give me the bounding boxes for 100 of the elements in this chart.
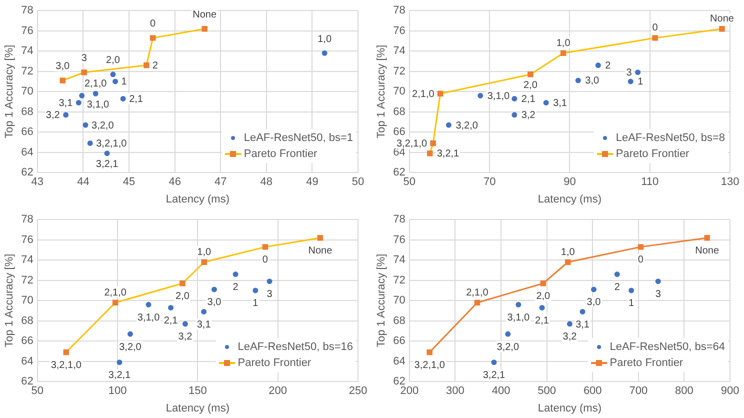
point xyxy=(202,26,208,32)
point xyxy=(512,96,518,102)
annotation: 1,0 xyxy=(556,38,571,49)
annotation: 3,1,0 xyxy=(487,90,510,102)
annotation: 3 xyxy=(626,68,632,79)
annotation: None xyxy=(192,10,217,21)
annotation: 2,1 xyxy=(129,94,144,105)
y-tick-label: 78 xyxy=(21,4,34,17)
y-tick-label: 66 xyxy=(21,335,34,348)
point xyxy=(474,300,480,306)
y-tick-label: 76 xyxy=(21,234,34,246)
legend-label: LeAF-ResNet50, bs=1 xyxy=(244,130,353,146)
point xyxy=(719,26,725,32)
x-tick-label: 45 xyxy=(122,176,136,188)
annotation: 0 xyxy=(638,254,644,266)
point xyxy=(426,349,432,356)
point xyxy=(112,78,118,84)
point xyxy=(565,259,571,265)
point xyxy=(201,259,207,265)
point xyxy=(144,62,150,68)
annotation: 3,1 xyxy=(576,319,590,330)
x-tick-label: 300 xyxy=(446,385,464,398)
annotation: 3,1 xyxy=(553,98,568,109)
point xyxy=(232,272,238,278)
point xyxy=(595,62,601,68)
y-tick-label: 74 xyxy=(21,254,34,266)
y-tick-label: 70 xyxy=(393,294,406,307)
point xyxy=(512,112,518,118)
x-tick-label: 200 xyxy=(400,385,419,398)
point xyxy=(76,100,82,106)
annotation: 3,2,0 xyxy=(92,120,114,132)
y-tick-label: 62 xyxy=(393,166,406,179)
legend-label: LeAF-ResNet50, bs=16 xyxy=(238,340,353,355)
x-tick-label: 70 xyxy=(483,176,496,188)
x-axis-title: Latency (ms) xyxy=(538,193,602,206)
annotation: 3,1,0 xyxy=(137,312,160,324)
annotation: 1 xyxy=(628,298,635,310)
point xyxy=(591,286,597,292)
annotation: 3,1 xyxy=(196,319,212,330)
annotation: 3,0 xyxy=(585,76,600,87)
annotation: 3 xyxy=(266,289,273,300)
x-tick-label: 130 xyxy=(720,176,740,188)
point xyxy=(116,360,122,366)
y-axis-title: Top 1 Accuracy [%] xyxy=(4,254,16,348)
x-tick-label: 50 xyxy=(403,176,416,188)
y-tick-label: 70 xyxy=(21,86,34,98)
annotation: None xyxy=(710,14,734,25)
y-axis-title: Top 1 Accuracy [%] xyxy=(4,44,16,138)
point xyxy=(635,70,641,76)
x-tick-label: 250 xyxy=(348,385,368,398)
point xyxy=(182,321,188,327)
annotation: 2,0 xyxy=(106,55,120,66)
annotation: 2,1,0 xyxy=(412,88,435,100)
legend-label: Pareto Frontier xyxy=(238,356,312,371)
annotation: 3,2 xyxy=(562,332,578,343)
point xyxy=(540,280,546,286)
annotation: 3,2,1 xyxy=(482,370,506,382)
annotation: 2 xyxy=(152,60,158,72)
point xyxy=(211,286,217,292)
annotation: 3,2,1,0 xyxy=(414,360,446,371)
annotation: 2,0 xyxy=(176,291,190,302)
point xyxy=(63,349,69,356)
point xyxy=(543,100,549,106)
annotation: 2 xyxy=(232,282,239,294)
point xyxy=(87,140,93,146)
annotation: 1,0 xyxy=(197,246,212,258)
annotation: 2,1,0 xyxy=(104,287,127,298)
annotation: 3,0 xyxy=(586,297,602,308)
y-tick-label: 64 xyxy=(21,146,34,158)
point xyxy=(539,304,545,310)
x-tick-label: 50 xyxy=(352,176,364,188)
point xyxy=(127,331,133,337)
point xyxy=(516,302,522,308)
x-axis-title: Latency (ms) xyxy=(538,402,602,414)
y-axis-title: Top 1 Accuracy [%] xyxy=(376,44,388,138)
x-tick-label: 47 xyxy=(214,176,227,188)
point xyxy=(505,331,511,337)
x-tick-label: 700 xyxy=(629,385,648,398)
point xyxy=(180,280,186,286)
annotation: 3,2,1 xyxy=(436,148,460,160)
annotation: 3,2,0 xyxy=(456,120,478,132)
point xyxy=(575,78,581,84)
annotation: 3,0 xyxy=(56,61,70,72)
y-tick-label: 66 xyxy=(393,335,406,348)
y-tick-label: 64 xyxy=(393,355,406,368)
x-tick-label: 50 xyxy=(31,385,44,398)
point xyxy=(655,278,661,284)
y-tick-label: 74 xyxy=(393,45,406,58)
y-tick-label: 74 xyxy=(21,45,34,58)
point xyxy=(566,321,572,327)
x-tick-label: 110 xyxy=(641,176,659,188)
annotation: 3,1,0 xyxy=(507,312,530,324)
y-tick-label: 74 xyxy=(393,254,406,266)
x-axis-title: Latency (ms) xyxy=(166,193,230,206)
annotation: 1,0 xyxy=(560,246,576,258)
point xyxy=(112,300,118,306)
point xyxy=(478,92,484,98)
x-tick-label: 48 xyxy=(260,176,273,188)
y-tick-label: 64 xyxy=(21,355,34,368)
x-tick-label: 900 xyxy=(720,385,740,398)
